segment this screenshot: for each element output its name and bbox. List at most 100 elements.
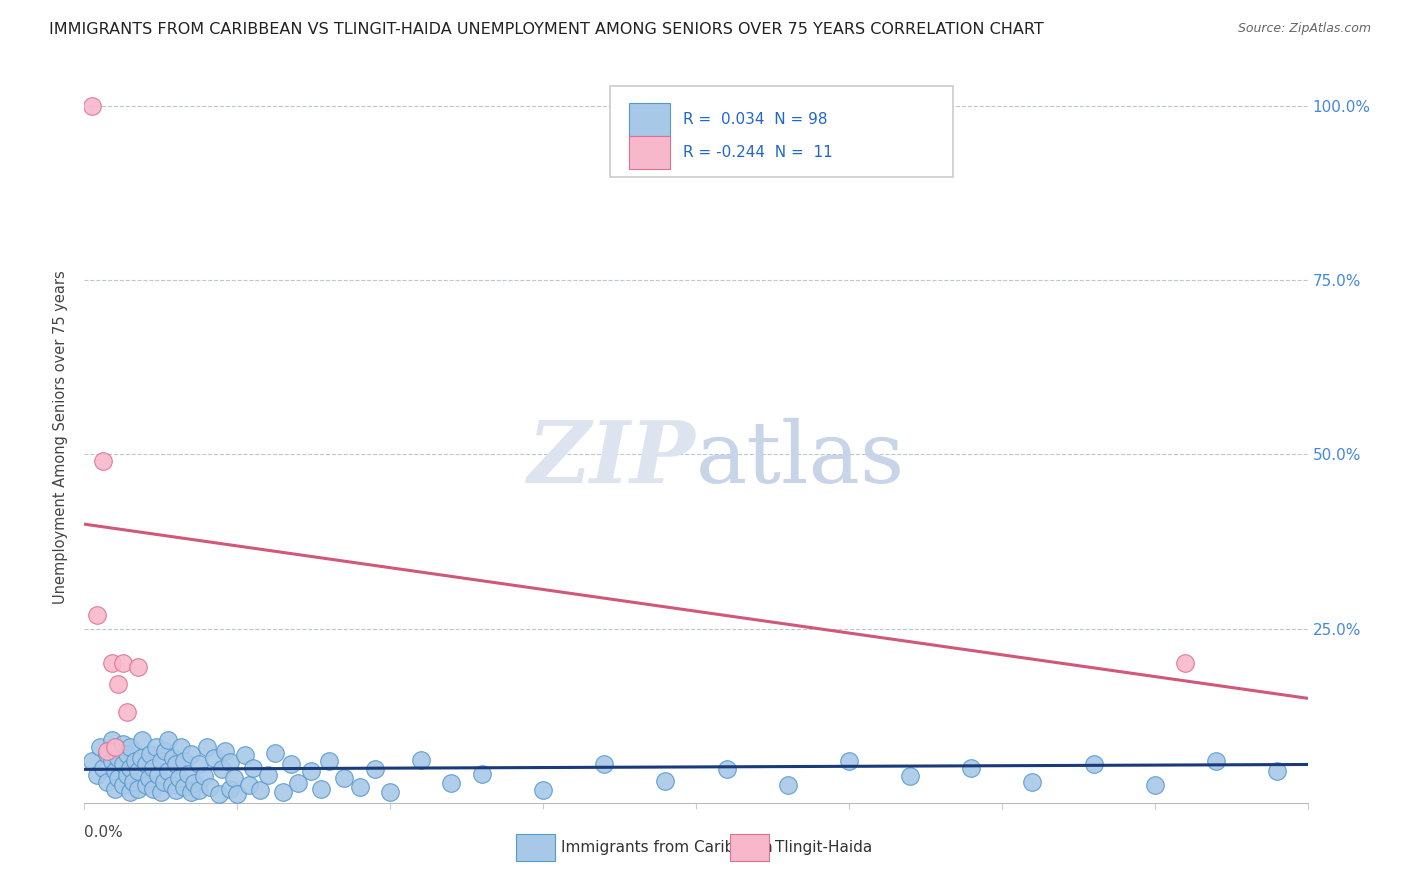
Text: 0.0%: 0.0% — [84, 825, 124, 839]
Point — [280, 757, 302, 772]
Point — [177, 766, 200, 780]
Point — [101, 657, 124, 671]
Point — [471, 766, 494, 780]
Point — [120, 785, 142, 799]
Point — [96, 747, 118, 761]
Point — [173, 754, 195, 768]
Point — [104, 740, 127, 755]
Point — [146, 768, 169, 782]
Point — [120, 740, 142, 755]
Point — [107, 772, 129, 786]
Y-axis label: Unemployment Among Seniors over 75 years: Unemployment Among Seniors over 75 years — [53, 270, 69, 604]
Point — [1021, 775, 1043, 789]
Point — [195, 740, 218, 755]
Point — [180, 747, 202, 761]
FancyBboxPatch shape — [610, 86, 953, 178]
Point — [80, 99, 103, 113]
Point — [111, 757, 134, 772]
Point — [115, 747, 138, 761]
Point — [898, 769, 921, 783]
Point — [162, 750, 184, 764]
Point — [86, 607, 108, 622]
Point — [333, 772, 356, 786]
Point — [96, 743, 118, 757]
Point — [193, 769, 215, 783]
Point — [311, 781, 333, 796]
Point — [139, 747, 162, 761]
Point — [180, 785, 202, 799]
FancyBboxPatch shape — [628, 136, 671, 169]
Point — [101, 754, 124, 768]
FancyBboxPatch shape — [730, 834, 769, 861]
Point — [153, 775, 176, 789]
Point — [145, 740, 167, 755]
Point — [115, 705, 138, 719]
Point — [135, 778, 157, 792]
Point — [1265, 764, 1288, 779]
Text: Tlingit-Haida: Tlingit-Haida — [776, 840, 873, 855]
Text: R = -0.244  N =  11: R = -0.244 N = 11 — [682, 145, 832, 160]
Point — [96, 775, 118, 789]
Point — [104, 781, 127, 796]
Point — [654, 773, 676, 788]
Point — [218, 781, 240, 796]
Point — [155, 743, 177, 757]
Point — [127, 660, 149, 674]
Point — [202, 750, 225, 764]
Point — [318, 754, 340, 768]
Point — [124, 754, 146, 768]
Point — [776, 778, 799, 792]
Point — [364, 763, 387, 777]
Text: IMMIGRANTS FROM CARIBBEAN VS TLINGIT-HAIDA UNEMPLOYMENT AMONG SENIORS OVER 75 YE: IMMIGRANTS FROM CARIBBEAN VS TLINGIT-HAI… — [49, 22, 1045, 37]
Point — [129, 750, 152, 764]
Point — [1205, 754, 1227, 768]
Point — [138, 772, 160, 786]
Point — [1143, 778, 1166, 792]
Point — [165, 757, 187, 772]
Point — [120, 761, 142, 775]
Text: R =  0.034  N = 98: R = 0.034 N = 98 — [682, 112, 827, 128]
Point — [86, 768, 108, 782]
Point — [299, 764, 322, 779]
Point — [249, 783, 271, 797]
Point — [257, 768, 280, 782]
Point — [80, 754, 103, 768]
Point — [264, 746, 287, 760]
Point — [104, 743, 127, 757]
Point — [838, 754, 860, 768]
Text: ZIP: ZIP — [529, 417, 696, 500]
Point — [409, 753, 432, 767]
Point — [188, 757, 211, 772]
Point — [149, 785, 172, 799]
Point — [214, 743, 236, 757]
Point — [89, 740, 111, 755]
Point — [271, 785, 294, 799]
Point — [173, 780, 195, 795]
Point — [107, 677, 129, 691]
Point — [233, 748, 256, 763]
Point — [111, 737, 134, 751]
Point — [115, 768, 138, 782]
Point — [593, 757, 616, 772]
Point — [160, 778, 183, 792]
Point — [157, 764, 180, 779]
Point — [198, 780, 221, 795]
Point — [960, 761, 983, 775]
Point — [211, 763, 233, 777]
Point — [127, 781, 149, 796]
Point — [716, 763, 738, 777]
Point — [226, 788, 249, 802]
Point — [107, 750, 129, 764]
Point — [142, 761, 165, 775]
Point — [122, 775, 145, 789]
Point — [111, 778, 134, 792]
Point — [170, 740, 193, 755]
FancyBboxPatch shape — [516, 834, 555, 861]
Point — [104, 764, 127, 779]
FancyBboxPatch shape — [628, 103, 671, 136]
Point — [440, 776, 463, 790]
Point — [135, 757, 157, 772]
Point — [1174, 657, 1197, 671]
Point — [183, 776, 205, 790]
Point — [380, 785, 402, 799]
